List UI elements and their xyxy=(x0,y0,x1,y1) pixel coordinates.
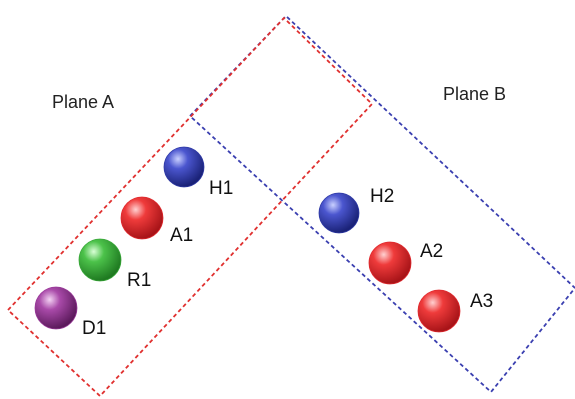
plane-a-outline xyxy=(6,16,374,398)
atom-a3-sphere xyxy=(417,289,461,333)
atom-d1-label: D1 xyxy=(82,318,107,339)
atom-h1-sphere xyxy=(163,146,205,188)
atom-h2-label: H2 xyxy=(370,186,395,207)
plane-a-label: Plane A xyxy=(52,92,115,112)
atom-a2-sphere xyxy=(368,241,412,285)
atom-a1-sphere xyxy=(120,196,164,240)
atom-d1-sphere xyxy=(34,286,78,330)
plane-b-label: Plane B xyxy=(443,84,507,104)
atom-h1-label: H1 xyxy=(209,178,234,199)
atom-a3-label: A3 xyxy=(470,291,494,312)
atom-a2-label: A2 xyxy=(420,241,444,262)
atom-r1-sphere xyxy=(78,238,122,282)
atom-h2-sphere xyxy=(318,192,360,234)
atom-r1-label: R1 xyxy=(127,270,152,291)
atom-a1-label: A1 xyxy=(170,225,194,246)
